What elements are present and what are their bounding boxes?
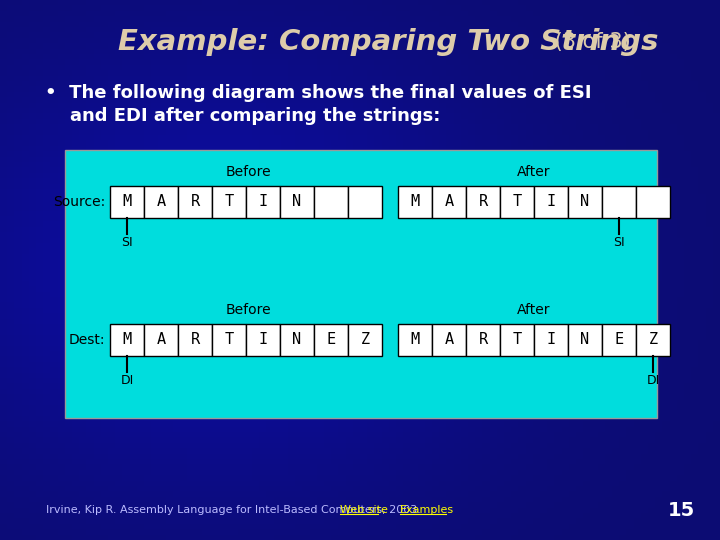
- Text: Z: Z: [649, 333, 657, 348]
- Text: A: A: [156, 194, 166, 210]
- Bar: [500, 186, 534, 218]
- Text: •  The following diagram shows the final values of ESI: • The following diagram shows the final …: [45, 84, 592, 102]
- Text: Web site: Web site: [340, 505, 388, 515]
- Text: R: R: [478, 333, 487, 348]
- Text: Irvine, Kip R. Assembly Language for Intel-Based Computers, 2003.: Irvine, Kip R. Assembly Language for Int…: [46, 505, 421, 515]
- Bar: [398, 186, 432, 218]
- Bar: [602, 186, 636, 218]
- Bar: [65, 150, 657, 418]
- Bar: [314, 324, 348, 356]
- Bar: [314, 186, 348, 218]
- Text: M: M: [410, 333, 420, 348]
- Bar: [144, 186, 178, 218]
- Text: A: A: [444, 333, 454, 348]
- Bar: [246, 324, 280, 356]
- Text: Before: Before: [225, 303, 271, 317]
- Text: E: E: [326, 333, 336, 348]
- Text: After: After: [517, 303, 551, 317]
- Text: and EDI after comparing the strings:: and EDI after comparing the strings:: [45, 107, 441, 125]
- Text: R: R: [190, 333, 199, 348]
- Bar: [280, 186, 314, 218]
- Text: A: A: [444, 194, 454, 210]
- Text: Dest:: Dest:: [68, 333, 105, 347]
- Text: Examples: Examples: [400, 505, 454, 515]
- Bar: [466, 186, 500, 218]
- Bar: [178, 186, 212, 218]
- Text: Example: Comparing Two Strings: Example: Comparing Two Strings: [118, 28, 659, 56]
- Text: I: I: [546, 333, 556, 348]
- Text: T: T: [225, 333, 233, 348]
- Text: Z: Z: [361, 333, 369, 348]
- Text: A: A: [156, 333, 166, 348]
- Text: DI: DI: [120, 374, 134, 387]
- Text: T: T: [513, 333, 521, 348]
- Text: R: R: [190, 194, 199, 210]
- Text: SI: SI: [613, 235, 625, 248]
- Bar: [246, 186, 280, 218]
- Text: After: After: [517, 165, 551, 179]
- Text: R: R: [478, 194, 487, 210]
- Bar: [534, 324, 568, 356]
- Text: N: N: [292, 333, 302, 348]
- Text: I: I: [258, 194, 268, 210]
- Bar: [568, 186, 602, 218]
- Text: M: M: [122, 194, 132, 210]
- Bar: [432, 324, 466, 356]
- Text: T: T: [225, 194, 233, 210]
- Bar: [280, 324, 314, 356]
- Bar: [602, 324, 636, 356]
- Text: Source:: Source:: [53, 195, 105, 209]
- Text: I: I: [258, 333, 268, 348]
- Bar: [348, 324, 382, 356]
- Bar: [500, 324, 534, 356]
- Text: N: N: [580, 194, 590, 210]
- Text: I: I: [546, 194, 556, 210]
- Bar: [110, 186, 144, 218]
- Bar: [466, 324, 500, 356]
- Bar: [178, 324, 212, 356]
- Text: N: N: [292, 194, 302, 210]
- Bar: [432, 186, 466, 218]
- Bar: [212, 186, 246, 218]
- Bar: [212, 324, 246, 356]
- Text: Before: Before: [225, 165, 271, 179]
- Text: (3 of 3): (3 of 3): [548, 32, 631, 52]
- Bar: [398, 324, 432, 356]
- Text: T: T: [513, 194, 521, 210]
- Text: M: M: [410, 194, 420, 210]
- Bar: [636, 186, 670, 218]
- Bar: [636, 324, 670, 356]
- Bar: [534, 186, 568, 218]
- Bar: [568, 324, 602, 356]
- Bar: [110, 324, 144, 356]
- Text: M: M: [122, 333, 132, 348]
- Bar: [348, 186, 382, 218]
- Text: E: E: [614, 333, 624, 348]
- Text: SI: SI: [121, 235, 132, 248]
- Text: DI: DI: [647, 374, 660, 387]
- Text: N: N: [580, 333, 590, 348]
- Text: 15: 15: [667, 501, 695, 519]
- Bar: [144, 324, 178, 356]
